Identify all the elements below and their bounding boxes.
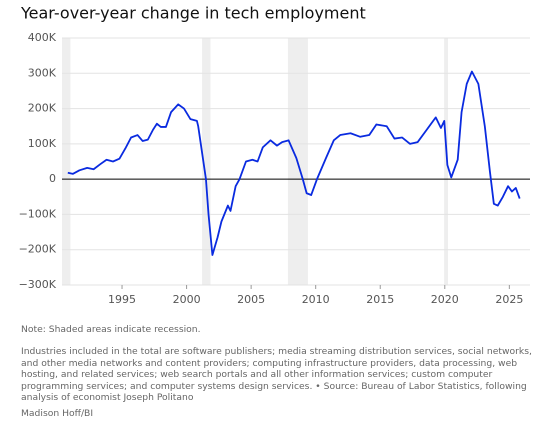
y-tick-label: 100K [28, 137, 57, 150]
x-tick-label: 2000 [173, 293, 201, 306]
data-line [67, 70, 521, 256]
x-tick-label: 2020 [431, 293, 459, 306]
x-tick-label: 2015 [366, 293, 394, 306]
y-tick-label: 300K [28, 66, 57, 79]
y-tick-label: 400K [28, 31, 57, 44]
x-tick-label: 2010 [302, 293, 330, 306]
x-tick-label: 1995 [108, 293, 136, 306]
y-tick-label: 200K [28, 102, 57, 115]
recession-shade [202, 38, 211, 285]
recession-shade [62, 38, 71, 285]
chart: Year-over-year change in tech employment… [19, 4, 530, 306]
y-tick-label: 0 [49, 172, 56, 185]
x-tick-label: 2025 [495, 293, 523, 306]
x-tick-label: 2005 [237, 293, 265, 306]
recession-shade [444, 38, 449, 285]
credit: Madison Hoff/BI [21, 408, 94, 419]
chart-title: Year-over-year change in tech employment [20, 4, 366, 23]
y-tick-label: −300K [19, 278, 57, 291]
y-tick-label: −100K [19, 207, 57, 220]
description: Industries included in the total are sof… [21, 346, 532, 403]
note: Note: Shaded areas indicate recession. [21, 324, 201, 335]
y-tick-label: −200K [19, 243, 57, 256]
